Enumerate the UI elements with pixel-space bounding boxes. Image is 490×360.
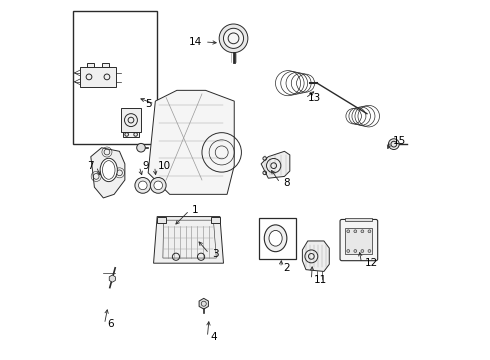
Polygon shape — [109, 275, 116, 282]
Circle shape — [347, 230, 350, 233]
Polygon shape — [123, 132, 139, 137]
Polygon shape — [87, 63, 95, 67]
Ellipse shape — [264, 225, 287, 252]
Circle shape — [361, 249, 364, 252]
Polygon shape — [80, 67, 116, 87]
Polygon shape — [91, 148, 125, 198]
Bar — [73, 12, 157, 144]
Text: 7: 7 — [87, 161, 93, 171]
Text: 14: 14 — [189, 37, 202, 47]
Polygon shape — [153, 217, 223, 263]
Bar — [259, 218, 296, 259]
Circle shape — [347, 249, 350, 252]
Text: 1: 1 — [192, 206, 199, 216]
Circle shape — [135, 177, 151, 193]
Circle shape — [223, 28, 244, 48]
Text: 10: 10 — [157, 161, 171, 171]
Circle shape — [361, 230, 364, 233]
Polygon shape — [302, 241, 329, 271]
Circle shape — [354, 230, 357, 233]
Ellipse shape — [100, 158, 117, 181]
Polygon shape — [211, 217, 220, 223]
Text: 13: 13 — [308, 93, 321, 103]
Circle shape — [368, 249, 371, 252]
Circle shape — [219, 24, 248, 53]
Text: 12: 12 — [365, 258, 378, 268]
Bar — [345, 228, 372, 253]
Text: 4: 4 — [210, 332, 217, 342]
Text: 15: 15 — [393, 136, 406, 146]
Circle shape — [154, 181, 163, 190]
Polygon shape — [261, 151, 290, 178]
Circle shape — [368, 230, 371, 233]
Circle shape — [139, 181, 147, 190]
Polygon shape — [148, 90, 234, 194]
Text: 9: 9 — [142, 161, 148, 171]
Text: 11: 11 — [314, 275, 327, 285]
Text: 8: 8 — [283, 178, 290, 188]
Circle shape — [137, 143, 146, 152]
Text: 6: 6 — [107, 319, 114, 329]
Polygon shape — [157, 217, 166, 223]
Circle shape — [354, 249, 357, 252]
Ellipse shape — [269, 230, 282, 246]
Text: 2: 2 — [284, 263, 291, 273]
Text: 3: 3 — [212, 248, 219, 258]
Polygon shape — [101, 63, 109, 67]
Polygon shape — [345, 218, 372, 221]
Polygon shape — [199, 298, 208, 309]
Circle shape — [389, 139, 399, 149]
FancyBboxPatch shape — [340, 220, 378, 261]
Text: 5: 5 — [145, 99, 152, 109]
Polygon shape — [122, 108, 141, 132]
Circle shape — [150, 177, 166, 193]
